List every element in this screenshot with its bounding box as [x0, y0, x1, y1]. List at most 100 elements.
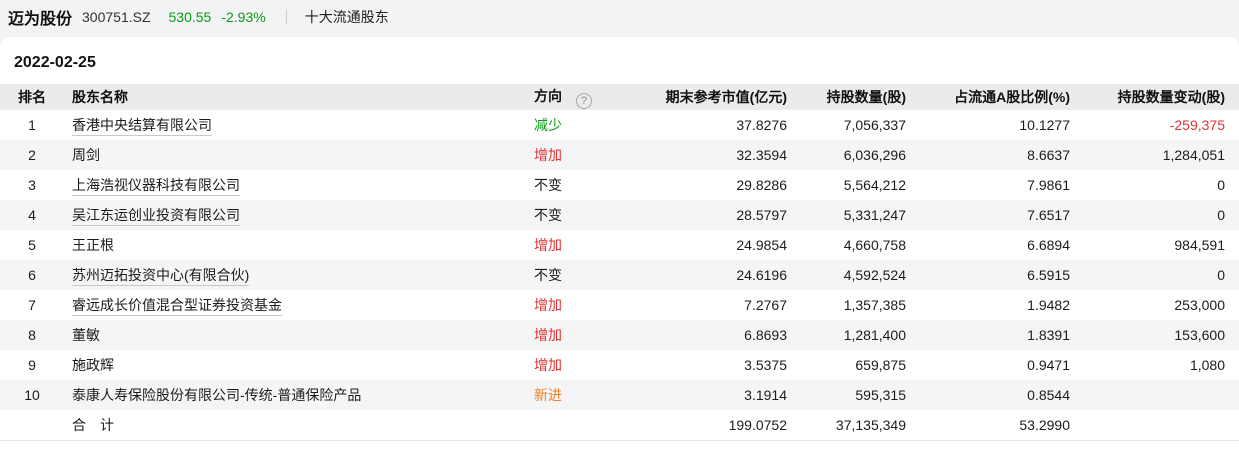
- table-row: 1 香港中央结算有限公司 减少 37.8276 7,056,337 10.127…: [0, 110, 1239, 140]
- shares-cell: 4,592,524: [843, 267, 906, 283]
- rank-cell: 2: [28, 147, 36, 163]
- shares-cell: 595,315: [855, 387, 906, 403]
- table-row: 5 王正根 增加 24.9854 4,660,758 6.6894 984,59…: [0, 230, 1239, 260]
- total-ratio: 53.2990: [906, 410, 1070, 441]
- market-value-cell: 32.3594: [736, 147, 787, 163]
- column-header-ratio: 占流通A股比例(%): [906, 84, 1070, 110]
- rank-cell: 8: [28, 327, 36, 343]
- help-icon[interactable]: ?: [576, 92, 592, 109]
- rank-cell: 5: [28, 237, 36, 253]
- direction-label: 增加: [534, 237, 562, 253]
- shares-cell: 4,660,758: [843, 237, 906, 253]
- ratio-cell: 8.6637: [1027, 147, 1070, 163]
- ratio-cell: 7.9861: [1027, 177, 1070, 193]
- shares-cell: 6,036,296: [843, 147, 906, 163]
- column-header-shares: 持股数量(股): [787, 84, 906, 110]
- shareholder-name[interactable]: 香港中央结算有限公司: [72, 117, 212, 136]
- direction-label: 不变: [534, 177, 562, 193]
- direction-label: 增加: [534, 147, 562, 163]
- market-value-cell: 29.8286: [736, 177, 787, 193]
- rank-cell: 10: [24, 387, 40, 403]
- direction-label: 减少: [534, 117, 562, 133]
- table-row: 6 苏州迈拓投资中心(有限合伙) 不变 24.6196 4,592,524 6.…: [0, 260, 1239, 290]
- ratio-cell: 1.9482: [1027, 297, 1070, 313]
- vertical-divider: [285, 9, 287, 24]
- shareholder-name[interactable]: 泰康人寿保险股份有限公司-传统-普通保险产品: [72, 387, 362, 403]
- shareholders-table: 排名 股东名称 方向? 期末参考市值(亿元) 持股数量(股) 占流通A股比例(%…: [0, 84, 1239, 441]
- table-row: 3 上海浩视仪器科技有限公司 不变 29.8286 5,564,212 7.98…: [0, 170, 1239, 200]
- direction-label: 增加: [534, 357, 562, 373]
- shares-cell: 1,281,400: [843, 327, 906, 343]
- table-row: 8 董敏 增加 6.8693 1,281,400 1.8391 153,600: [0, 320, 1239, 350]
- shares-change-value: 253,000: [1174, 297, 1225, 313]
- direction-label: 增加: [534, 327, 562, 343]
- rank-cell: 7: [28, 297, 36, 313]
- shareholder-name[interactable]: 吴江东运创业投资有限公司: [72, 207, 240, 226]
- rank-cell: 6: [28, 267, 36, 283]
- total-market-value: 199.0752: [617, 410, 787, 441]
- market-value-cell: 3.5375: [744, 357, 787, 373]
- shareholders-card: 2022-02-25 排名 股东名称 方向? 期末参考市值(亿元) 持股数量(股…: [0, 37, 1239, 470]
- table-row: 9 施政辉 增加 3.5375 659,875 0.9471 1,080: [0, 350, 1239, 380]
- shares-change-value: 153,600: [1174, 327, 1225, 343]
- stock-price: 530.55: [168, 8, 212, 25]
- stock-change-percent: -2.93%: [221, 8, 266, 25]
- ratio-cell: 1.8391: [1027, 327, 1070, 343]
- shareholder-name[interactable]: 苏州迈拓投资中心(有限合伙): [72, 267, 250, 286]
- shares-cell: 7,056,337: [843, 117, 906, 133]
- ratio-cell: 0.9471: [1027, 357, 1070, 373]
- market-value-cell: 28.5797: [736, 207, 787, 223]
- shares-change-value: 1,284,051: [1162, 147, 1225, 163]
- shareholder-name[interactable]: 周剑: [72, 147, 100, 163]
- table-header-row: 排名 股东名称 方向? 期末参考市值(亿元) 持股数量(股) 占流通A股比例(%…: [0, 84, 1239, 110]
- column-header-direction-label: 方向: [534, 87, 562, 104]
- stock-name: 迈为股份: [8, 10, 73, 28]
- column-header-name: 股东名称: [64, 84, 522, 110]
- rank-cell: 4: [28, 207, 36, 223]
- ratio-cell: 7.6517: [1027, 207, 1070, 223]
- shareholder-name[interactable]: 上海浩视仪器科技有限公司: [72, 177, 240, 196]
- shares-change-value: -259,375: [1169, 117, 1225, 133]
- rank-cell: 3: [28, 177, 36, 193]
- shares-change-value: 0: [1217, 267, 1225, 283]
- report-date: 2022-02-25: [14, 54, 96, 71]
- topbar: 迈为股份 300751.SZ 530.55 -2.93% 十大流通股东: [0, 0, 1239, 33]
- market-value-cell: 3.1914: [744, 387, 787, 403]
- market-value-cell: 7.2767: [744, 297, 787, 313]
- ratio-cell: 10.1277: [1019, 117, 1070, 133]
- market-value-cell: 6.8693: [744, 327, 787, 343]
- total-row: 合 计 199.0752 37,135,349 53.2990: [0, 410, 1239, 441]
- direction-label: 新进: [534, 387, 562, 403]
- market-value-cell: 37.8276: [736, 117, 787, 133]
- rank-cell: 9: [28, 357, 36, 373]
- column-header-rank: 排名: [0, 84, 64, 110]
- stock-code: 300751.SZ: [82, 8, 151, 25]
- ratio-cell: 6.6894: [1027, 237, 1070, 253]
- column-header-market-value: 期末参考市值(亿元): [617, 84, 787, 110]
- page-title: 十大流通股东: [304, 8, 389, 25]
- shares-cell: 659,875: [855, 357, 906, 373]
- shareholder-name[interactable]: 施政辉: [72, 357, 114, 373]
- shareholder-name[interactable]: 王正根: [72, 237, 114, 253]
- ratio-cell: 0.8544: [1027, 387, 1070, 403]
- shares-cell: 1,357,385: [843, 297, 906, 313]
- total-shares: 37,135,349: [787, 410, 906, 441]
- direction-label: 增加: [534, 297, 562, 313]
- shares-change-value: 0: [1217, 207, 1225, 223]
- column-header-change: 持股数量变动(股): [1070, 84, 1239, 110]
- shareholder-name[interactable]: 董敏: [72, 327, 100, 343]
- table-row: 2 周剑 增加 32.3594 6,036,296 8.6637 1,284,0…: [0, 140, 1239, 170]
- table-row: 7 睿远成长价值混合型证券投资基金 增加 7.2767 1,357,385 1.…: [0, 290, 1239, 320]
- total-label: 合 计: [64, 410, 522, 441]
- total-change: [1070, 410, 1239, 441]
- column-header-direction: 方向?: [522, 84, 617, 110]
- market-value-cell: 24.6196: [736, 267, 787, 283]
- shares-change-value: 0: [1217, 177, 1225, 193]
- direction-label: 不变: [534, 207, 562, 223]
- shares-change-value: 984,591: [1174, 237, 1225, 253]
- ratio-cell: 6.5915: [1027, 267, 1070, 283]
- market-value-cell: 24.9854: [736, 237, 787, 253]
- direction-label: 不变: [534, 267, 562, 283]
- shares-cell: 5,331,247: [843, 207, 906, 223]
- shareholder-name[interactable]: 睿远成长价值混合型证券投资基金: [72, 297, 282, 316]
